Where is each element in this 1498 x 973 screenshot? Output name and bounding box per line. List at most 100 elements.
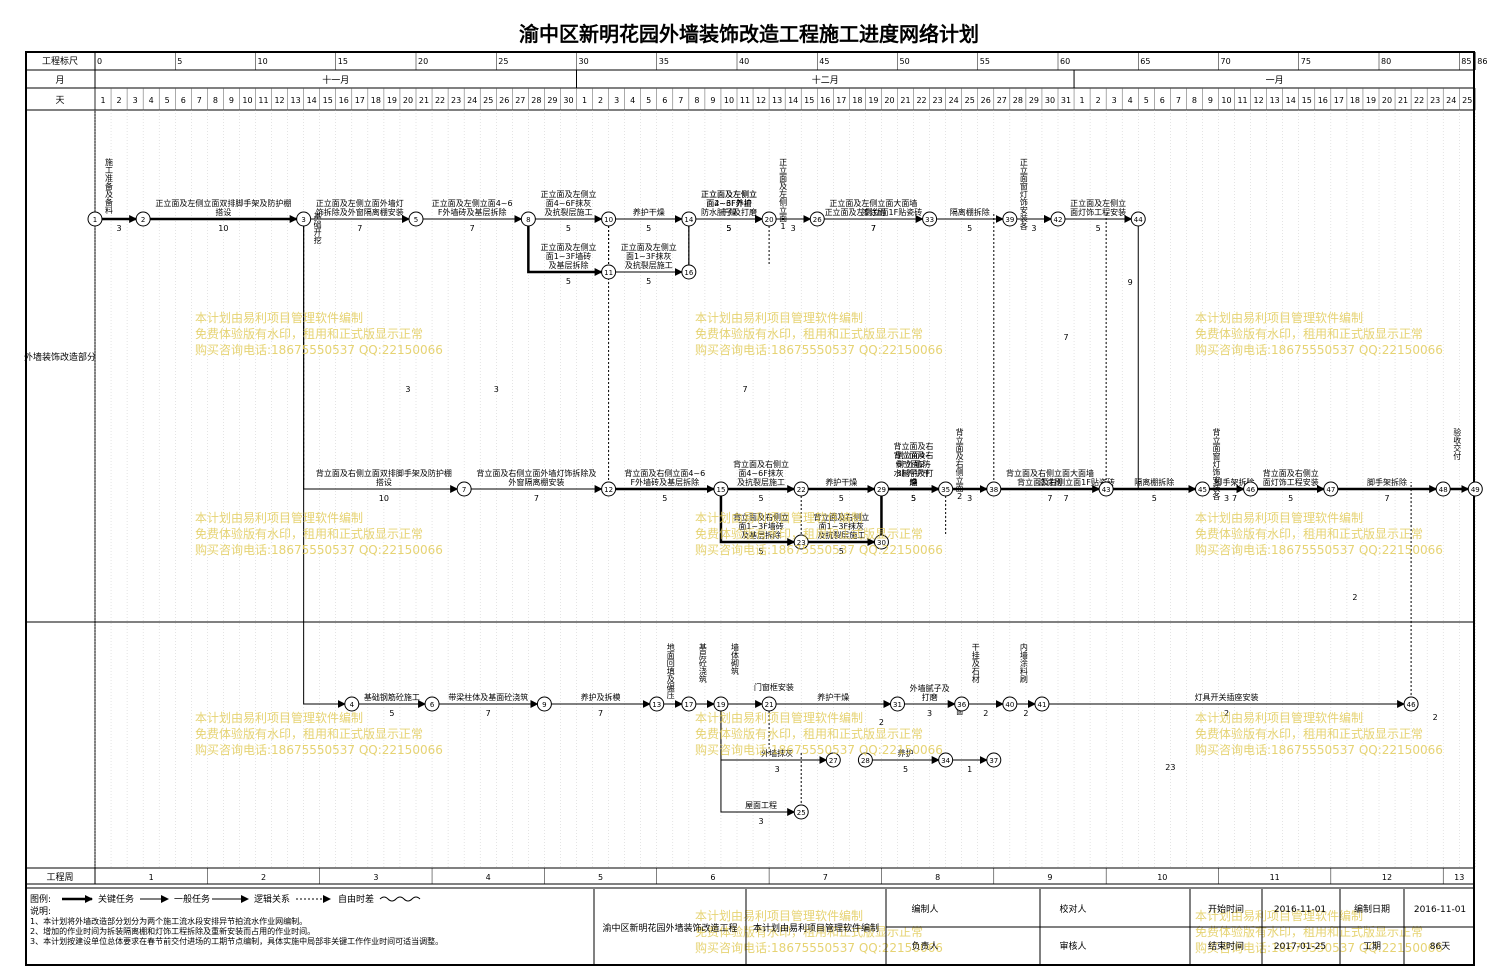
activity-label: 干燥 [721, 208, 737, 217]
event-node-number: 21 [765, 701, 774, 709]
watermark-text: 免费体验版有水印，租用和正式版显示正常 [695, 924, 923, 939]
activity-label: 立 [779, 165, 787, 175]
activity-duration: 5 [566, 224, 571, 233]
activity-label: 脚手架拆除 [1215, 477, 1255, 487]
scale-tick: 70 [1221, 57, 1231, 66]
week-number: 3 [373, 873, 378, 882]
week-number: 13 [1454, 873, 1464, 882]
activity-label: 养护干燥 [633, 207, 665, 217]
day-number: 24 [467, 96, 477, 105]
day-number: 1 [1080, 96, 1085, 105]
activity-label: 背立面及右侧立面外墙灯饰拆除及 [476, 468, 596, 478]
day-number: 23 [1430, 96, 1440, 105]
activity-label: 及抗裂层施工 [817, 530, 865, 540]
event-node-number: 22 [797, 486, 806, 494]
activity-label: 面 [956, 444, 964, 453]
activity-label: 饰 [1212, 467, 1220, 477]
activity-label: 背 [1212, 427, 1220, 437]
activity-label: 右 [956, 459, 964, 469]
event-node [713, 481, 729, 497]
day-number: 17 [836, 96, 846, 105]
day-number: 14 [307, 96, 317, 105]
footer-start-value: 2016-11-01 [1274, 905, 1326, 915]
activity-label: 防水腻子及打磨 [701, 207, 757, 217]
activity-label: 回 [667, 659, 675, 668]
week-number: 5 [598, 873, 603, 882]
watermark-text: 购买咨询电话:18675550537 QQ:22150066 [695, 742, 943, 757]
event-node-number: 47 [1326, 486, 1335, 494]
activity-duration: 3 [967, 494, 972, 503]
day-number: 7 [197, 96, 202, 105]
watermark-text: 本计划由易利项目管理软件编制 [1195, 510, 1363, 525]
watermark-text: 本计划由易利项目管理软件编制 [695, 908, 863, 923]
day-number: 13 [291, 96, 301, 105]
event-node-number: 19 [716, 701, 725, 709]
event-node-number: 35 [941, 486, 950, 494]
activity-label: 背立面及右侧立面4~6 [624, 468, 705, 478]
activity-duration: 10 [379, 494, 389, 503]
day-number: 12 [756, 96, 766, 105]
watermark-text: 购买咨询电话:18675550537 QQ:22150066 [195, 542, 443, 557]
activity-label: 开 [314, 228, 322, 237]
activity-duration: 3 [759, 817, 764, 826]
activity-label: 养护及拆模 [581, 692, 621, 702]
free-float: 7 [742, 385, 747, 394]
event-node-number: 38 [989, 486, 998, 494]
day-number: 10 [242, 96, 252, 105]
activity-duration: 5 [911, 494, 916, 503]
event-node [1130, 211, 1146, 227]
footer-proofreader: 校对人 [1059, 903, 1086, 915]
activity-duration: 3 [927, 709, 932, 718]
activity-duration: 10 [218, 224, 228, 233]
free-float: 3 [405, 385, 410, 394]
day-number: 6 [1160, 96, 1165, 105]
activity-label: 侧 [779, 197, 787, 207]
watermark-text: 购买咨询电话:18675550537 QQ:22150066 [1195, 742, 1443, 757]
activity-label: 侧立面2~ [896, 459, 932, 469]
day-number: 30 [563, 96, 573, 105]
activity-label: 备 [105, 181, 113, 191]
watermark-text: 本计划由易利项目管理软件编制 [1195, 908, 1363, 923]
legend-critical: 关键任务 [98, 893, 134, 905]
scale-tick: 85 [1461, 57, 1471, 66]
footer-duration-label: 工期 [1363, 941, 1381, 952]
activity-label: 正立面及左侧立面1F贴瓷砖 [825, 207, 923, 217]
week-number: 1 [149, 873, 154, 882]
activity-label: 2 [957, 492, 962, 501]
scale-tick: 15 [338, 57, 348, 66]
event-node-number: 45 [1198, 486, 1207, 494]
activity-label: 碾 [667, 683, 675, 692]
activity-label: 背 [956, 427, 964, 437]
note-1: 1、本计划将外墙改造部分划分为两个施工流水段安排异节拍流水作业网编制。 [30, 916, 307, 926]
note-2: 2、增加的作业时间为拆装隔离棚和灯饰工程拆除及重新安装而占用的作业时间。 [30, 926, 315, 936]
day-number: 22 [435, 96, 445, 105]
activity-label: 料 [105, 205, 113, 215]
activity-label: 工 [105, 166, 113, 175]
page-title: 渝中区新明花园外墙装饰改造工程施工进度网络计划 [519, 22, 979, 46]
activity-label: 装 [1212, 483, 1220, 493]
activity-label: 带梁柱体及基面砼浇筑 [448, 692, 528, 702]
watermark-text: 免费体验版有水印，租用和正式版显示正常 [1195, 326, 1423, 341]
activity-label: 基 [314, 211, 322, 221]
activity-label: 灯具开关插座安装 [1195, 692, 1259, 702]
day-number: 25 [1462, 96, 1472, 105]
free-float: 3 [494, 385, 499, 394]
legend-float: 自由时差 [338, 893, 374, 905]
activity-label: 漆涂刷 [861, 207, 885, 217]
day-number: 3 [1112, 96, 1117, 105]
activity-label: 及抗裂层施工 [544, 207, 592, 217]
activity-duration: 7 [1384, 494, 1389, 503]
activity-duration: 5 [389, 709, 394, 718]
activity-duration: 7 [598, 709, 603, 718]
event-node [601, 264, 617, 280]
activity-label: 背立面及右侧立面大面墙 [1006, 468, 1094, 478]
activity-label: 各 [1212, 491, 1220, 501]
day-number: 11 [258, 96, 268, 105]
watermark-text: 免费体验版有水印，租用和正式版显示正常 [195, 326, 423, 341]
event-node [1467, 481, 1483, 497]
activity-label: 正立面及左侧立面大面墙 [829, 198, 917, 208]
day-number: 14 [1286, 96, 1296, 105]
activity-label: 及 [667, 675, 675, 684]
activity-label: 养护 [898, 748, 914, 758]
